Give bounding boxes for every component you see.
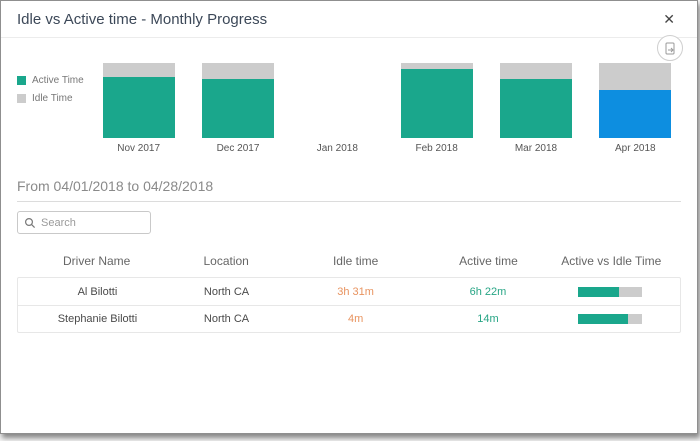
column-header: Active vs Idle Time: [561, 254, 662, 268]
stacked-bar[interactable]: [400, 63, 473, 138]
legend-swatch-icon: [17, 76, 26, 85]
search-box[interactable]: [17, 211, 151, 234]
column-header: Location: [203, 254, 249, 268]
monthly-bars-chart: Nov 2017 Dec 2017 Jan 2018 Feb 2018 Mar 2018…: [89, 63, 685, 154]
chart-legend: Active Time Idle Time: [17, 63, 89, 154]
column-header: Idle time: [332, 254, 379, 268]
driver-name-cell: Al Bilotti: [77, 285, 118, 298]
progress-fill: [578, 286, 620, 297]
location-cell: North CA: [203, 285, 250, 298]
idle-bar-segment[interactable]: [499, 63, 572, 79]
stacked-bar[interactable]: [201, 63, 274, 138]
stacked-bar[interactable]: [499, 63, 572, 138]
active-vs-idle-cell: [541, 314, 680, 324]
export-icon: [665, 42, 674, 54]
column-header: Active time: [459, 254, 518, 268]
stacked-bar[interactable]: [102, 63, 175, 138]
idle-bar-segment[interactable]: [400, 63, 473, 69]
legend-item: Active Time: [17, 75, 89, 86]
chart-bar-slot[interactable]: Dec 2017: [188, 63, 287, 154]
month-label: Apr 2018: [615, 143, 656, 154]
chart-bar-slot[interactable]: Apr 2018: [586, 63, 685, 154]
legend-item: Idle Time: [17, 93, 89, 104]
legend-label: Idle Time: [32, 93, 73, 104]
date-range-heading: From 04/01/2018 to 04/28/2018: [17, 178, 214, 194]
active-bar-segment[interactable]: [201, 78, 274, 138]
active-bar-segment[interactable]: [400, 69, 473, 138]
active-vs-idle-progress-bar: [578, 286, 643, 297]
active-bar-segment[interactable]: [102, 76, 175, 138]
chart-bar-slot[interactable]: Feb 2018: [387, 63, 486, 154]
chart-bar-slot[interactable]: Nov 2017: [89, 63, 188, 154]
active-vs-idle-cell: [541, 286, 680, 297]
driver-name-cell: Stephanie Bilotti: [57, 313, 138, 325]
export-button[interactable]: [657, 35, 683, 61]
idle-bar-segment[interactable]: [201, 63, 274, 79]
legend-swatch-icon: [17, 94, 26, 103]
dialog-header: Idle vs Active time - Monthly Progress ✕: [1, 1, 697, 38]
chart-bar-slot[interactable]: Jan 2018: [288, 63, 387, 154]
month-label: Nov 2017: [117, 143, 161, 154]
month-label: Feb 2018: [415, 143, 458, 154]
stacked-bar-chart-section: Active Time Idle Time Nov 2017 Dec 2017 Jan…: [1, 63, 697, 154]
stacked-bar[interactable]: [599, 63, 672, 138]
column-header: Driver Name: [63, 254, 131, 268]
table-row[interactable]: Stephanie Bilotti North CA 4m 14m: [18, 305, 680, 332]
month-label: Dec 2017: [216, 143, 260, 154]
month-label: Jan 2018: [316, 143, 358, 154]
idle-time-cell: 3h 31m: [337, 285, 374, 298]
table-body: Al Bilotti North CA 3h 31m 6h 22m Stephanie …: [17, 277, 681, 333]
divider: [17, 201, 681, 202]
chart-bar-slot[interactable]: Mar 2018: [486, 63, 585, 154]
idle-time-cell: 4m: [347, 313, 364, 325]
active-vs-idle-progress-bar: [578, 314, 643, 324]
active-bar-segment[interactable]: [499, 78, 572, 138]
stacked-bar[interactable]: [301, 63, 373, 138]
table-header-row: Driver Name Location Idle time Active time A…: [17, 246, 681, 277]
month-label: Mar 2018: [514, 143, 558, 154]
location-cell: North CA: [203, 313, 250, 325]
active-time-cell: 6h 22m: [469, 285, 507, 298]
progress-fill: [578, 314, 629, 324]
close-icon[interactable]: ✕: [657, 10, 681, 28]
idle-bar-segment[interactable]: [102, 63, 175, 77]
drivers-table: Driver Name Location Idle time Active time A…: [17, 246, 681, 333]
legend-label: Active Time: [32, 75, 84, 86]
dialog-title: Idle vs Active time - Monthly Progress: [17, 10, 268, 28]
table-row[interactable]: Al Bilotti North CA 3h 31m 6h 22m: [18, 278, 680, 305]
active-time-cell: 14m: [477, 313, 499, 325]
search-input[interactable]: [41, 216, 144, 229]
search-icon: [24, 217, 36, 228]
active-bar-segment[interactable]: [599, 90, 672, 138]
idle-bar-segment[interactable]: [599, 63, 672, 90]
